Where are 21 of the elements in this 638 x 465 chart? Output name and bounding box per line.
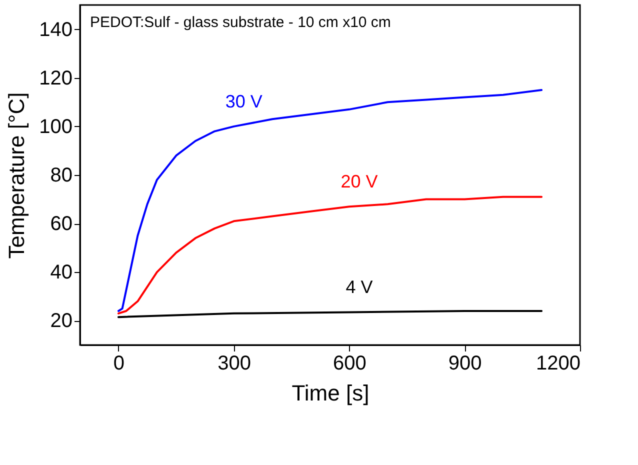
y-tick-label: 60	[50, 213, 72, 236]
y-axis-title: Temperature [°C]	[4, 92, 30, 259]
x-tick-label: 900	[448, 352, 482, 374]
y-tick-label: 40	[50, 262, 72, 284]
x-tick-label: 600	[333, 352, 366, 374]
y-tick-label: 120	[39, 67, 72, 90]
x-axis-title: Time [s]	[292, 380, 370, 406]
x-tick-label: 300	[218, 352, 252, 374]
series-label: 30 V	[225, 91, 262, 112]
y-tick-label: 100	[39, 116, 72, 138]
x-tick-label: 1200	[536, 352, 580, 374]
line-series	[117, 310, 543, 318]
y-tick-label: 20	[50, 310, 72, 332]
y-tick-label: 140	[39, 18, 72, 41]
series-label: 4 V	[346, 277, 373, 298]
y-tick-label: 80	[50, 164, 72, 186]
line-series	[117, 196, 543, 314]
annotation: PEDOT:Sulf - glass substrate - 10 cm x10 cm	[90, 14, 391, 31]
series-label: 20 V	[340, 172, 378, 192]
line-series	[117, 89, 543, 312]
x-tick-label: 0	[113, 352, 125, 374]
